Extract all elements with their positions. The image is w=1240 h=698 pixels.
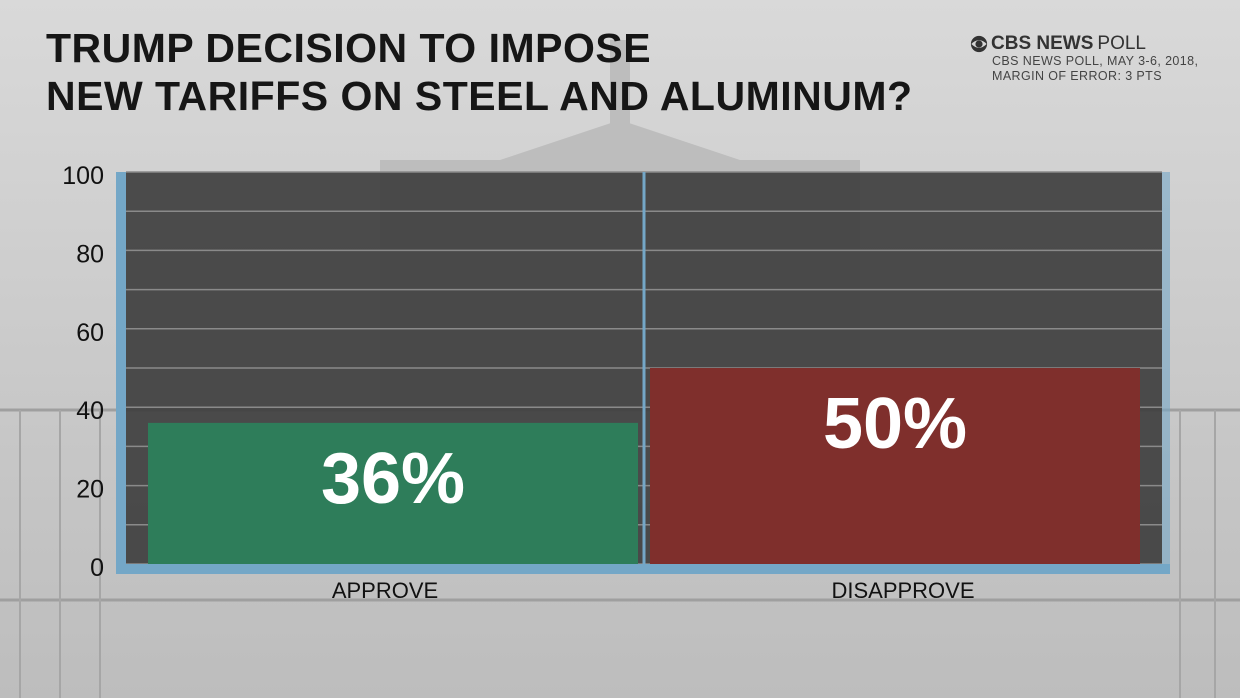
y-tick-label: 40	[76, 397, 104, 425]
y-tick-label: 0	[90, 554, 104, 582]
bar-approve	[148, 422, 638, 564]
cbs-eye-icon	[970, 35, 988, 53]
y-tick-label: 100	[62, 162, 104, 190]
y-tick-label: 80	[76, 240, 104, 268]
chart-title: TRUMP DECISION TO IMPOSE NEW TARIFFS ON …	[46, 24, 913, 120]
bar-disapprove	[650, 368, 1140, 564]
bar-value-label: 50%	[823, 384, 967, 464]
source-block: CBS NEWS POLL CBS NEWS POLL, MAY 3-6, 20…	[970, 34, 1198, 84]
x-category-label: DISAPPROVE	[831, 578, 974, 603]
brand-light-text: POLL	[1097, 33, 1146, 54]
source-margin-line: MARGIN OF ERROR: 3 PTS	[992, 69, 1162, 83]
source-date-line: CBS NEWS POLL, MAY 3-6, 2018,	[992, 54, 1199, 68]
y-tick-label: 20	[76, 476, 104, 504]
y-axis-line	[116, 172, 126, 574]
bar-value-label: 36%	[321, 439, 465, 519]
x-category-label: APPROVE	[332, 578, 438, 603]
cbs-news-poll-logo: CBS NEWS POLL	[970, 34, 1198, 54]
chart-title-line-2: NEW TARIFFS ON STEEL AND ALUMINUM?	[46, 73, 913, 119]
x-axis-line	[116, 564, 1170, 574]
chart-title-line-1: TRUMP DECISION TO IMPOSE	[46, 25, 652, 71]
brand-bold-text: CBS NEWS	[991, 33, 1094, 54]
y-tick-label: 60	[76, 319, 104, 347]
plot-right-edge	[1162, 172, 1170, 564]
